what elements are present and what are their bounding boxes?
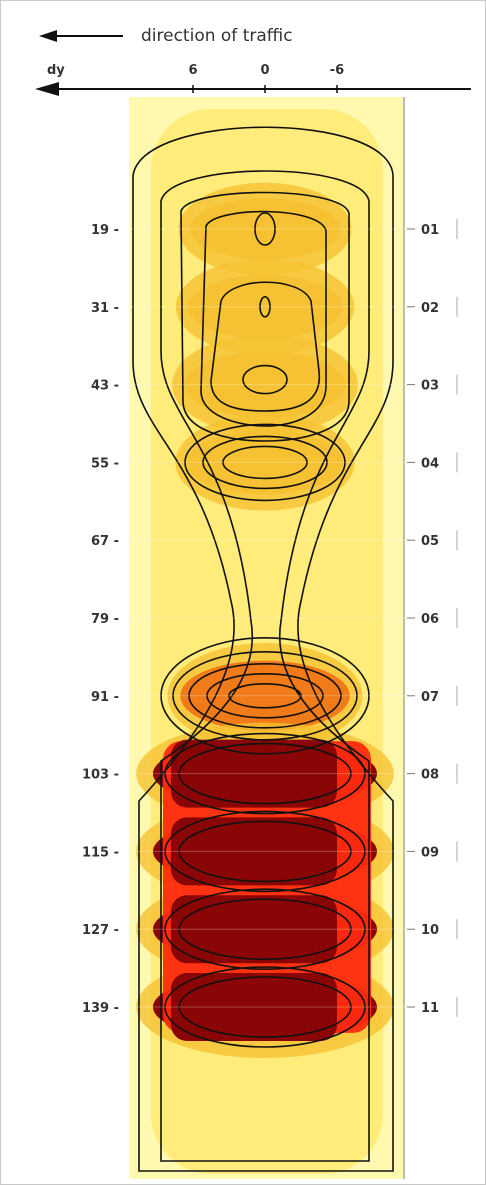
y-tick-label: 91 - [91, 690, 119, 705]
contour-line [228, 682, 302, 709]
contour-line [164, 732, 366, 815]
traffic-direction-arrow [39, 30, 123, 42]
contour-line [242, 364, 288, 395]
y-tick-label: 139 - [82, 1001, 119, 1016]
secondary-y-tick-label: 06 [421, 612, 439, 627]
secondary-y-tick-label: 09 [421, 845, 439, 860]
contour-line [210, 281, 320, 412]
hot-cell [171, 973, 337, 1041]
y-tick-label: 43 - [91, 379, 119, 394]
contour-line [164, 888, 366, 971]
hot-cell [171, 739, 337, 808]
contour-line [160, 636, 370, 755]
x-tick-label: 6 [188, 63, 197, 78]
x-ticks: 6 0 -6 [188, 63, 344, 93]
x-tick-label: 0 [260, 63, 269, 78]
y-ticks-right: 01 02 03 04 05 06 07 08 09 10 11 [407, 219, 458, 1017]
hot-cell [171, 895, 337, 964]
contour-line [259, 295, 271, 318]
secondary-y-tick-label: 07 [421, 690, 439, 705]
x-axis [35, 82, 471, 96]
y-tick-label: 31 - [91, 301, 119, 316]
contour-line [164, 966, 366, 1048]
secondary-y-tick-label: 02 [421, 301, 439, 316]
y-tick-label: 67 - [91, 534, 119, 549]
contour-line [178, 820, 352, 883]
contour-line [178, 976, 352, 1038]
y-tick-label: 19 - [91, 223, 119, 238]
contour-line [178, 898, 352, 961]
plot-right-border [403, 97, 405, 1179]
x-tick-label: -6 [330, 63, 344, 78]
heatmap-field [136, 109, 394, 1174]
contour-line [222, 445, 308, 480]
contour-line [206, 672, 324, 719]
grid-lines [129, 228, 409, 1008]
secondary-y-tick-label: 05 [421, 534, 439, 549]
secondary-y-tick-label: 10 [421, 923, 439, 938]
heat-core [187, 274, 343, 339]
x-axis-label: dy [47, 63, 65, 78]
heat-core [189, 198, 341, 260]
y-tick-label: 55 - [91, 456, 119, 471]
contour-lines [132, 126, 394, 1172]
y-tick-label: 115 - [82, 845, 119, 860]
contour-line [202, 435, 328, 490]
secondary-y-tick-label: 01 [421, 223, 439, 238]
contour-line [164, 810, 366, 893]
contour-line [172, 650, 358, 741]
heat-core [187, 430, 343, 495]
contour-line [178, 742, 352, 805]
y-tick-label: 103 - [82, 768, 119, 783]
hot-cell [171, 817, 337, 886]
contour-line [160, 170, 370, 1162]
chart-title: direction of traffic [141, 26, 293, 46]
secondary-y-tick-label: 04 [421, 456, 439, 471]
secondary-y-tick-label: 11 [421, 1001, 439, 1016]
contour-line [132, 126, 394, 1172]
y-ticks-left: 19 - 31 - 43 - 55 - 67 - 79 - 91 - 103 - 115 - 12… [82, 223, 119, 1016]
secondary-y-tick-label: 03 [421, 379, 439, 394]
heat-core [184, 351, 346, 418]
secondary-y-tick-label: 08 [421, 768, 439, 783]
contour-line [188, 662, 342, 729]
contour-line [184, 423, 346, 502]
contour-line [254, 212, 276, 246]
contour-line [180, 191, 350, 442]
y-tick-label: 127 - [82, 923, 119, 938]
y-tick-label: 79 - [91, 612, 119, 627]
contour-line [200, 210, 327, 427]
